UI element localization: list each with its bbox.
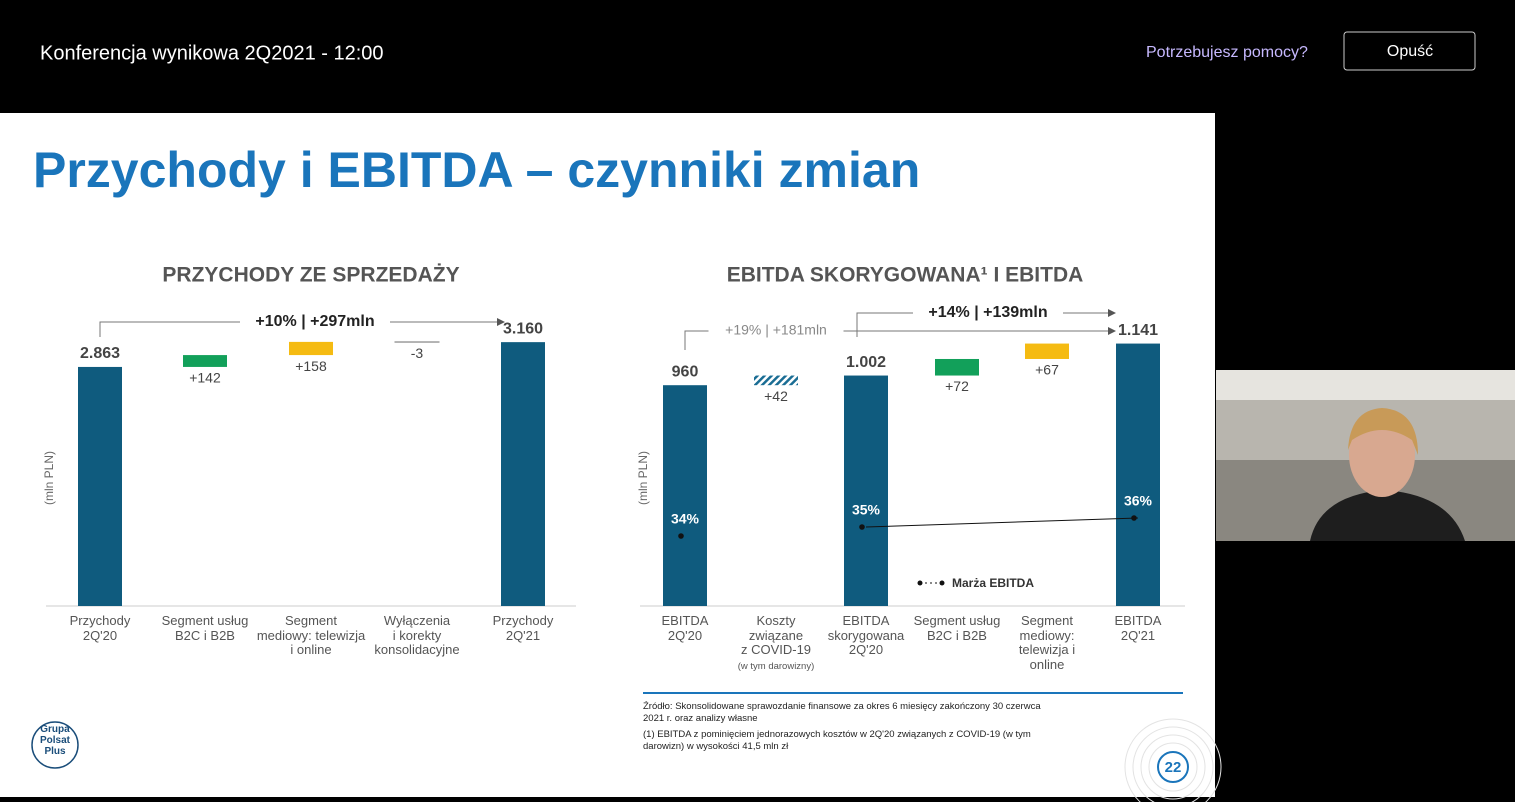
annotation: +19% | +181mln — [725, 322, 827, 338]
bar — [935, 358, 979, 376]
leave-label[interactable]: Opuść — [1387, 43, 1433, 60]
category-label: EBITDA 2Q'20 — [661, 613, 709, 643]
arrowhead — [1108, 309, 1116, 317]
page-decoration — [1124, 718, 1222, 802]
value-label: +158 — [295, 358, 327, 374]
webcam — [1216, 370, 1515, 541]
bracket — [684, 330, 1108, 350]
bar — [289, 341, 333, 356]
arrowhead — [1108, 327, 1116, 335]
value-label: 1.002 — [846, 354, 886, 371]
meeting-title: Konferencja wynikowa 2Q2021 - 12:00 — [40, 42, 384, 64]
category-label: EBITDA 2Q'21 — [1114, 613, 1162, 643]
bar — [754, 375, 798, 386]
top-bar — [0, 0, 1515, 113]
annotation-bg — [240, 313, 390, 331]
category-label: Segment usług B2C i B2B — [161, 613, 249, 643]
page-number: 22 — [1165, 759, 1182, 776]
margin-label: 36% — [1124, 493, 1153, 509]
margin-connector — [865, 517, 1139, 528]
category-label: Segment usług B2C i B2B — [913, 613, 1001, 643]
chart-title: EBITDA SKORYGOWANA¹ I EBITDA — [727, 264, 1084, 287]
value-label: +67 — [1035, 362, 1059, 378]
category-note: (w tym darowizny) — [737, 661, 815, 672]
bar — [844, 375, 888, 606]
annotation-bg — [913, 304, 1063, 322]
page-badge — [1157, 751, 1189, 783]
chart-title: PRZYCHODY ZE SPRZEDAŻY — [162, 264, 459, 287]
annotation: +10% | +297mln — [255, 313, 374, 330]
value-label: 3.160 — [503, 320, 543, 337]
margin-dot — [859, 524, 865, 530]
bar — [501, 342, 545, 606]
bar — [183, 355, 227, 367]
category-label: EBITDA skorygowana 2Q'20 — [827, 613, 905, 657]
bar — [1025, 343, 1069, 359]
category-label: Wyłączenia i korekty konsolidacyjne — [374, 613, 460, 657]
y-axis-label: (mln PLN) — [42, 451, 56, 505]
value-label: +142 — [189, 370, 221, 386]
bar — [663, 385, 707, 606]
margin-label: 34% — [671, 511, 700, 527]
category-label: Segment mediowy: telewizja i online — [1018, 613, 1076, 672]
slide-title: Przychody i EBITDA – czynniki zmian — [33, 142, 920, 198]
margin-label: 35% — [852, 502, 881, 518]
legend-dot — [939, 580, 945, 586]
bar — [78, 366, 122, 606]
margin-dot — [1131, 515, 1137, 521]
arrowhead — [497, 318, 505, 326]
leave-button[interactable] — [1343, 31, 1476, 71]
annotation-bg — [708, 322, 844, 340]
category-label: Przychody 2Q'21 — [492, 613, 554, 643]
category-label: Segment mediowy: telewizja i online — [256, 613, 366, 657]
help-link[interactable]: Potrzebujesz pomocy? — [1146, 44, 1308, 61]
bar — [1116, 343, 1160, 606]
footnote: Źródło: Skonsolidowane sprawozdanie fina… — [643, 701, 1041, 724]
margin-dot — [678, 533, 684, 539]
value-label: +42 — [764, 388, 788, 404]
slide — [0, 113, 1215, 797]
value-label: -3 — [411, 345, 424, 361]
value-label: 960 — [672, 363, 699, 380]
value-label: 1.141 — [1118, 322, 1158, 339]
value-label: 2.863 — [80, 345, 120, 362]
category-label: Przychody 2Q'20 — [69, 613, 131, 643]
category-label: Koszty związane z COVID-19 — [740, 613, 812, 657]
footnote: (1) EBITDA z pominięciem jednorazowych k… — [643, 729, 1031, 752]
value-label: +72 — [945, 378, 969, 394]
logo: Grupa Polsat Plus — [39, 724, 70, 757]
legend-dot — [917, 580, 923, 586]
y-axis-label: (mln PLN) — [636, 451, 650, 505]
logo-ring — [31, 721, 79, 769]
legend-label: Marża EBITDA — [952, 576, 1034, 590]
annotation: +14% | +139mln — [928, 304, 1047, 321]
